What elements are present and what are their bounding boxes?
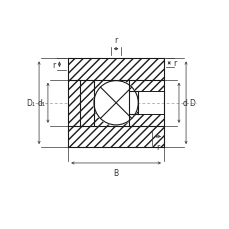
Polygon shape	[68, 80, 79, 126]
Polygon shape	[68, 126, 163, 147]
Polygon shape	[68, 59, 163, 80]
Text: d₁: d₁	[37, 99, 45, 108]
Text: d: d	[182, 99, 187, 108]
Text: B: B	[113, 169, 118, 177]
Circle shape	[94, 81, 138, 125]
Text: r: r	[114, 36, 117, 45]
Text: r: r	[155, 142, 159, 151]
Circle shape	[93, 80, 139, 126]
Polygon shape	[129, 80, 163, 92]
Polygon shape	[94, 80, 129, 126]
Polygon shape	[79, 80, 94, 126]
Polygon shape	[129, 115, 163, 126]
Polygon shape	[129, 92, 138, 115]
Text: r: r	[52, 60, 55, 69]
Text: r: r	[173, 59, 176, 68]
Text: D₁: D₁	[26, 99, 35, 108]
Text: D: D	[189, 99, 195, 108]
